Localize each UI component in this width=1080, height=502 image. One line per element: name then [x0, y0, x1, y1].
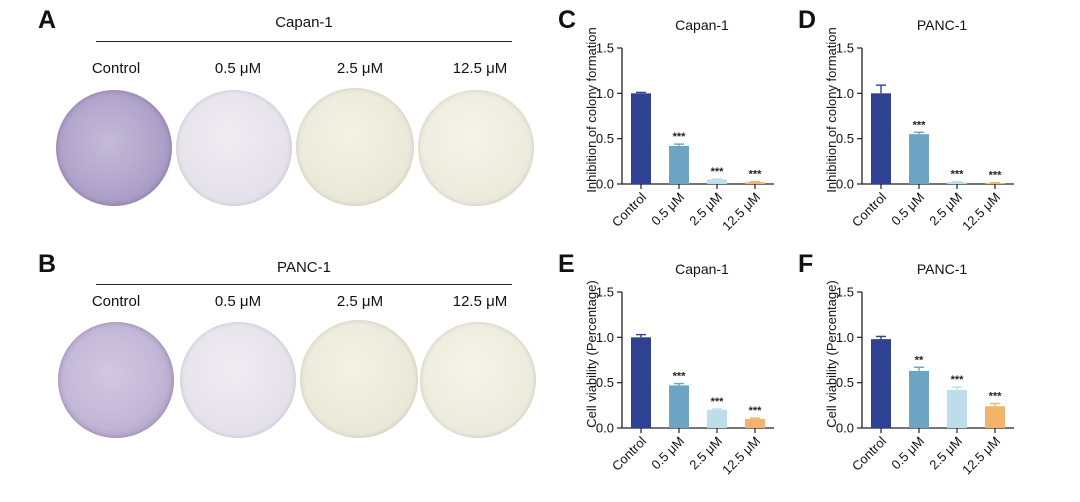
chart-f-bar-2: [947, 389, 967, 428]
chart-c-ytick-label-3: 1.5: [596, 41, 614, 56]
chart-f-bar-1: [909, 370, 929, 428]
panel-b-label-2-5: 2.5 μM: [336, 293, 384, 310]
chart-d-title: PANC-1: [917, 17, 968, 33]
chart-e-ylabel: Cell viability (Percentage): [584, 280, 599, 427]
panel-a-dish-control: [56, 90, 172, 206]
chart-c-ytick-label-2: 1.0: [596, 86, 614, 101]
chart-e-xtick-label-1: 0.5 μM: [648, 434, 687, 473]
chart-f-ytick-label-2: 1.0: [836, 330, 854, 345]
chart-e-title: Capan-1: [675, 261, 729, 277]
chart-c-xtick-label-3: 12.5 μM: [719, 190, 763, 234]
chart-e-ytick-label-1: 0.5: [596, 375, 614, 390]
panel-b-label-12-5: 12.5 μM: [452, 293, 508, 310]
chart-c-sig-1: ***: [673, 131, 687, 143]
chart-e-sig-2: ***: [711, 396, 725, 408]
chart-f-bar-0: [871, 339, 891, 428]
panel-b-label-control: Control: [91, 293, 141, 310]
panel-b-dish-2-5: [300, 320, 418, 438]
panel-a-label-0-5: 0.5 μM: [214, 60, 262, 77]
chart-d-bar-3: [985, 183, 1005, 184]
chart-d-xtick-label-3: 12.5 μM: [959, 190, 1003, 234]
chart-f-bar-3: [985, 406, 1005, 428]
chart-c-xtick-label-1: 0.5 μM: [648, 190, 687, 229]
chart-e-xtick-label-0: Control: [609, 433, 649, 473]
panel-b-cell-line-title: PANC-1: [277, 259, 331, 276]
chart-e-sig-3: ***: [749, 405, 763, 417]
chart-f: PANC-1 Cell viability (Percentage)0.0 0.5 1…: [824, 261, 1014, 478]
panel-a-divider: [96, 41, 512, 42]
chart-f-sig-3: ***: [989, 391, 1003, 403]
panel-a-label-2-5: 2.5 μM: [336, 60, 384, 77]
panel-b-divider: [96, 284, 512, 285]
chart-c-bar-3: [745, 182, 765, 184]
chart-d-xtick-label-0: Control: [849, 189, 889, 229]
chart-c-bar-0: [631, 93, 651, 184]
chart-c-ylabel: Inhibition of colony formation: [584, 27, 599, 192]
chart-c-ytick-label-0: 0.0: [596, 177, 614, 192]
chart-c: Capan-1 Inhibition of colony formation0.0…: [584, 17, 774, 234]
chart-f-ytick-label-1: 0.5: [836, 375, 854, 390]
chart-d-sig-2: ***: [951, 169, 965, 181]
panel-letter-a: A: [38, 6, 57, 34]
chart-d-sig-3: ***: [989, 170, 1003, 182]
chart-c-bar-2: [707, 179, 727, 184]
chart-f-ytick-label-3: 1.5: [836, 285, 854, 300]
chart-c-ytick-label-1: 0.5: [596, 131, 614, 146]
chart-c-xtick-label-0: Control: [609, 189, 649, 229]
panel-b-dish-0-5: [180, 322, 296, 438]
chart-d-ytick-label-3: 1.5: [836, 41, 854, 56]
panel-b-dish-control: [58, 322, 174, 438]
chart-c-sig-3: ***: [749, 169, 763, 181]
chart-f-title: PANC-1: [917, 261, 968, 277]
panel-a-label-control: Control: [91, 60, 141, 77]
chart-d-ytick-label-1: 0.5: [836, 131, 854, 146]
chart-c-title: Capan-1: [675, 17, 729, 33]
chart-e: Capan-1 Cell viability (Percentage)0.0 0.5…: [584, 261, 774, 478]
chart-d-bar-1: [909, 134, 929, 184]
chart-d-ytick-label-0: 0.0: [836, 177, 854, 192]
panel-letter-d: D: [798, 6, 817, 34]
chart-c-bar-1: [669, 145, 689, 184]
chart-f-ytick-label-0: 0.0: [836, 421, 854, 436]
chart-f-sig-2: ***: [951, 374, 965, 386]
chart-e-ytick-label-3: 1.5: [596, 285, 614, 300]
chart-f-xtick-label-3: 12.5 μM: [959, 434, 1003, 478]
panel-a-dish-2-5: [296, 88, 414, 206]
panel-letter-b: B: [38, 250, 57, 278]
panel-a-dish-12-5: [418, 90, 534, 206]
chart-e-ytick-label-2: 1.0: [596, 330, 614, 345]
chart-e-xtick-label-3: 12.5 μM: [719, 434, 763, 478]
chart-e-bar-3: [745, 418, 765, 428]
chart-e-bar-0: [631, 337, 651, 428]
panel-letter-e: E: [558, 250, 575, 278]
panel-letter-c: C: [558, 6, 577, 34]
chart-d-bar-2: [947, 182, 967, 184]
chart-f-ylabel: Cell viability (Percentage): [824, 280, 839, 427]
chart-e-bar-1: [669, 385, 689, 428]
chart-f-xtick-label-1: 0.5 μM: [888, 434, 927, 473]
chart-d-ytick-label-2: 1.0: [836, 86, 854, 101]
panel-letter-f: F: [798, 250, 814, 278]
chart-d-bar-0: [871, 93, 891, 184]
chart-d-ylabel: Inhibition of colony formation: [824, 27, 839, 192]
chart-e-bar-2: [707, 409, 727, 428]
panel-a-cell-line-title: Capan-1: [275, 14, 333, 31]
chart-d-sig-1: ***: [913, 119, 927, 131]
panel-b-label-0-5: 0.5 μM: [214, 293, 262, 310]
chart-e-sig-1: ***: [673, 371, 687, 383]
chart-f-xtick-label-0: Control: [849, 433, 889, 473]
chart-c-sig-2: ***: [711, 166, 725, 178]
panel-a-dish-0-5: [176, 90, 292, 206]
chart-e-ytick-label-0: 0.0: [596, 421, 614, 436]
chart-d-xtick-label-1: 0.5 μM: [888, 190, 927, 229]
chart-f-sig-1: **: [915, 354, 924, 366]
panel-b-dish-12-5: [420, 322, 536, 438]
panel-a-label-12-5: 12.5 μM: [452, 60, 508, 77]
